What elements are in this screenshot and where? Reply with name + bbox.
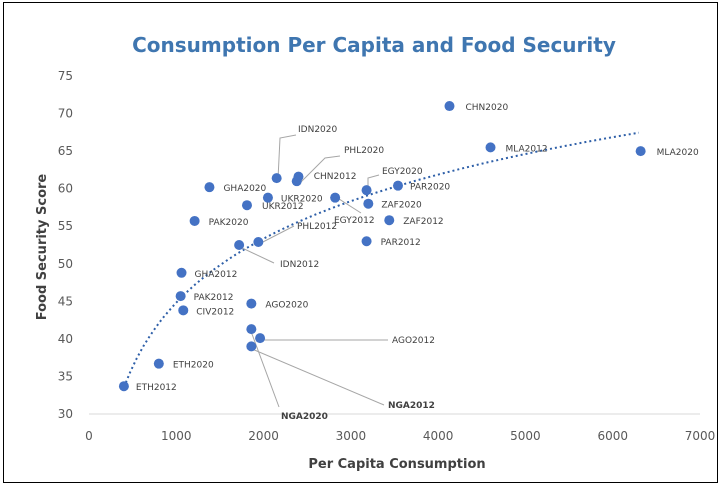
- data-label-zaf2020: ZAF2020: [381, 201, 422, 211]
- leader-line: [250, 329, 280, 408]
- data-label-eth2012: ETH2012: [136, 383, 177, 393]
- data-point-chn2020: [444, 101, 455, 112]
- y-tick-label: 55: [58, 219, 73, 233]
- data-point-phl2012: [253, 236, 264, 247]
- data-point-par2012: [361, 236, 372, 247]
- chart-frame: Consumption Per Capita and Food Security…: [3, 2, 718, 483]
- data-point-par2020: [392, 180, 403, 191]
- data-label-egy2020: EGY2020: [382, 167, 423, 177]
- leader-line: [250, 346, 385, 406]
- x-tick-label: 3000: [336, 429, 367, 443]
- data-points: [118, 101, 646, 392]
- data-label-civ2012: CIV2012: [196, 307, 234, 317]
- y-tick-label: 30: [58, 407, 73, 421]
- leader-line: [257, 225, 295, 245]
- x-tick-label: 0: [85, 429, 93, 443]
- data-point-mla2020: [635, 146, 646, 157]
- data-label-ukr2020: UKR2020: [281, 195, 323, 205]
- data-label-phl2020: PHL2020: [344, 146, 384, 156]
- data-point-mla2012: [485, 142, 496, 153]
- data-label-ago2020: AGO2020: [265, 301, 308, 311]
- data-label-nga2020: NGA2020: [281, 412, 328, 422]
- data-label-pak2020: PAK2020: [209, 218, 249, 228]
- y-axis-title: Food Security Score: [35, 174, 50, 321]
- y-tick-label: 45: [58, 294, 73, 308]
- data-label-mla2012: MLA2012: [506, 144, 548, 154]
- y-tick-label: 35: [58, 369, 73, 383]
- x-tick-label: 2000: [248, 429, 279, 443]
- trendline: [122, 131, 640, 388]
- data-point-eth2020: [153, 358, 164, 369]
- data-point-zaf2012: [384, 215, 395, 226]
- data-point-egy2012: [330, 192, 341, 203]
- y-tick-label: 65: [58, 144, 73, 158]
- data-point-ago2012: [255, 333, 266, 344]
- data-label-gha2012: GHA2012: [195, 270, 238, 280]
- y-tick-label: 70: [58, 107, 73, 121]
- leader-line: [276, 134, 297, 180]
- data-point-egy2020: [361, 185, 372, 196]
- y-tick-label: 75: [58, 69, 73, 83]
- data-label-par2020: PAR2020: [410, 183, 450, 193]
- y-tick-label: 40: [58, 332, 73, 346]
- data-label-nga2012: NGA2012: [388, 401, 435, 411]
- data-point-pak2020: [189, 215, 200, 226]
- x-tick-label: 1000: [161, 429, 192, 443]
- chart-title: Consumption Per Capita and Food Security: [132, 33, 616, 57]
- data-label-par2012: PAR2012: [381, 238, 421, 248]
- data-label-eth2020: ETH2020: [173, 361, 214, 371]
- x-axis-ticks: 0 1000 2000 3000 4000 5000 6000 7000: [85, 429, 715, 443]
- data-label-chn2012: CHN2012: [314, 172, 357, 182]
- data-point-nga2020: [246, 324, 257, 335]
- data-point-ago2020: [246, 298, 257, 309]
- x-tick-label: 4000: [423, 429, 454, 443]
- x-tick-label: 7000: [685, 429, 716, 443]
- data-point-zaf2020: [363, 198, 374, 209]
- data-point-idn2020: [271, 173, 282, 184]
- x-tick-label: 6000: [597, 429, 628, 443]
- leader-line: [259, 338, 388, 341]
- data-label-idn2012: IDN2012: [280, 260, 319, 270]
- data-label-egy2012: EGY2012: [334, 216, 375, 226]
- data-label-pak2012: PAK2012: [194, 293, 234, 303]
- y-axis-ticks: 30 35 40 45 50 55 60 65 70 75: [58, 69, 73, 421]
- data-point-eth2012: [118, 381, 129, 392]
- y-tick-label: 60: [58, 182, 73, 196]
- data-label-phl2012: PHL2012: [297, 222, 337, 232]
- data-label-ago2012: AGO2012: [392, 336, 435, 346]
- data-point-gha2020: [204, 182, 215, 193]
- data-label-mla2020: MLA2020: [657, 148, 699, 158]
- data-point-gha2012: [176, 267, 187, 278]
- x-axis-title: Per Capita Consumption: [308, 457, 485, 472]
- data-label-idn2020: IDN2020: [298, 125, 337, 135]
- data-point-idn2012: [234, 240, 245, 250]
- y-tick-label: 50: [58, 257, 73, 271]
- data-point-pak2012: [175, 291, 186, 302]
- data-point-nga2012: [246, 341, 257, 352]
- scatter-chart: Consumption Per Capita and Food Security…: [35, 33, 715, 472]
- leader-line: [238, 244, 275, 264]
- data-labels: ETH2012 ETH2020 CIV2012 PAK2012 GHA2012 PAK20…: [136, 103, 699, 422]
- data-label-gha2020: GHA2020: [223, 184, 266, 194]
- data-point-civ2012: [178, 305, 189, 316]
- data-point-chn2012: [291, 176, 302, 187]
- data-label-chn2020: CHN2020: [465, 103, 508, 113]
- data-point-ukr2020: [262, 192, 273, 203]
- data-label-zaf2012: ZAF2012: [403, 217, 443, 227]
- x-tick-label: 5000: [510, 429, 541, 443]
- data-point-ukr2012: [241, 200, 252, 211]
- data-label-ukr2012: UKR2012: [262, 202, 304, 212]
